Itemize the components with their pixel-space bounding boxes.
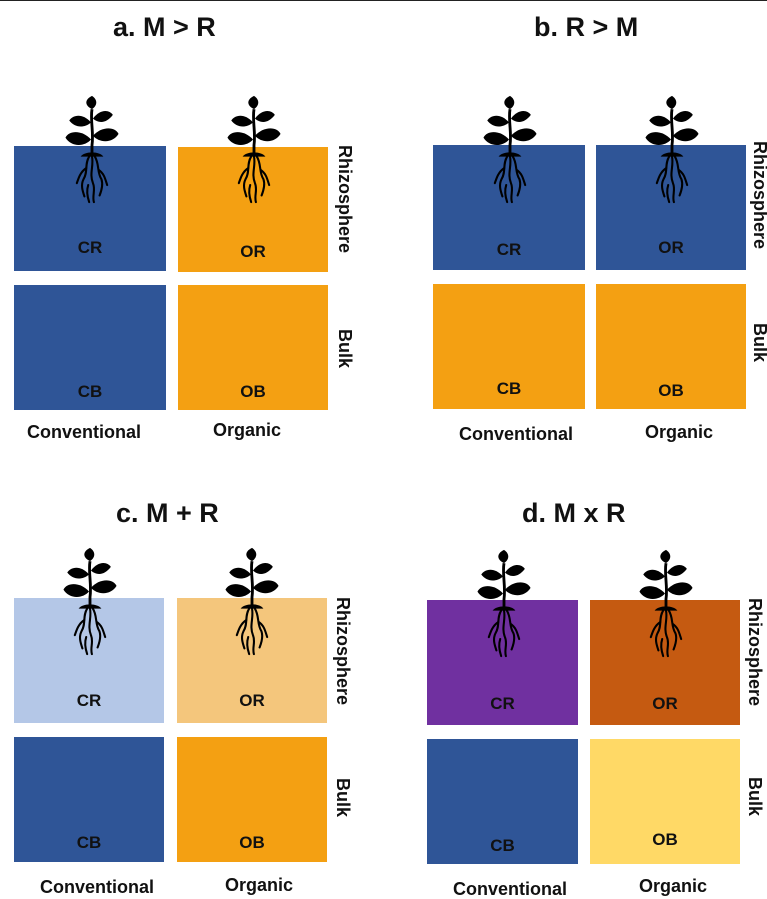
box-label: OR xyxy=(658,238,684,257)
plant-seedling-icon xyxy=(62,546,118,656)
box-label: CR xyxy=(77,238,103,257)
organic-label: Organic xyxy=(224,875,294,895)
box-label: OB xyxy=(652,830,678,849)
plant-seedling-icon xyxy=(64,94,120,204)
box-label: CB xyxy=(77,382,103,401)
conventional-label: Conventional xyxy=(452,879,568,899)
box-label: OR xyxy=(652,694,678,713)
panel-title: c. M + R xyxy=(116,498,219,528)
box-or: OR xyxy=(590,600,740,725)
box-ob: OB xyxy=(178,285,328,410)
box-cb: CB xyxy=(433,284,585,409)
panel-title: a. M > R xyxy=(113,12,216,42)
bulk-label: Bulk xyxy=(333,778,353,818)
conventional-label: Conventional xyxy=(26,422,142,442)
box-cr: CR xyxy=(427,600,578,725)
plant-seedling-icon xyxy=(638,548,694,658)
rhizosphere-label: Rhizosphere xyxy=(335,145,355,254)
rhizosphere-label: Rhizosphere xyxy=(333,597,353,706)
panel-title: b. R > M xyxy=(534,12,639,42)
top-border-line xyxy=(0,0,767,1)
box-ob: OB xyxy=(596,284,746,409)
box-label: CB xyxy=(76,833,102,852)
box-cr: CR xyxy=(433,145,585,270)
panel-title: d. M x R xyxy=(522,498,626,528)
bulk-label: Bulk xyxy=(745,777,765,817)
box-cb: CB xyxy=(14,737,164,862)
box-ob: OB xyxy=(590,739,740,864)
box-label: OB xyxy=(240,382,266,401)
organic-label: Organic xyxy=(644,422,714,442)
box-ob: OB xyxy=(177,737,327,862)
bulk-label: Bulk xyxy=(750,323,767,363)
plant-seedling-icon xyxy=(226,94,282,204)
conventional-label: Conventional xyxy=(458,424,574,444)
box-cb: CB xyxy=(427,739,578,864)
rhizosphere-label: Rhizosphere xyxy=(750,141,767,250)
plant-seedling-icon xyxy=(482,94,538,204)
organic-label: Organic xyxy=(212,420,282,440)
organic-label: Organic xyxy=(638,876,708,896)
box-label: OB xyxy=(239,833,265,852)
box-label: OB xyxy=(658,381,684,400)
conventional-label: Conventional xyxy=(39,877,155,897)
box-cr: CR xyxy=(14,598,164,723)
box-label: CB xyxy=(490,836,515,855)
box-cb: CB xyxy=(14,285,166,410)
bulk-label: Bulk xyxy=(335,329,355,369)
box-label: CR xyxy=(490,694,515,713)
box-label: OR xyxy=(239,691,265,710)
box-label: CB xyxy=(496,379,522,398)
box-label: OR xyxy=(240,242,266,261)
box-label: CR xyxy=(496,240,522,259)
box-or: OR xyxy=(596,145,746,270)
box-cr: CR xyxy=(14,146,166,271)
plant-seedling-icon xyxy=(644,94,700,204)
plant-seedling-icon xyxy=(224,546,280,656)
box-label: CR xyxy=(76,691,102,710)
plant-seedling-icon xyxy=(476,548,532,658)
rhizosphere-label: Rhizosphere xyxy=(745,598,765,707)
